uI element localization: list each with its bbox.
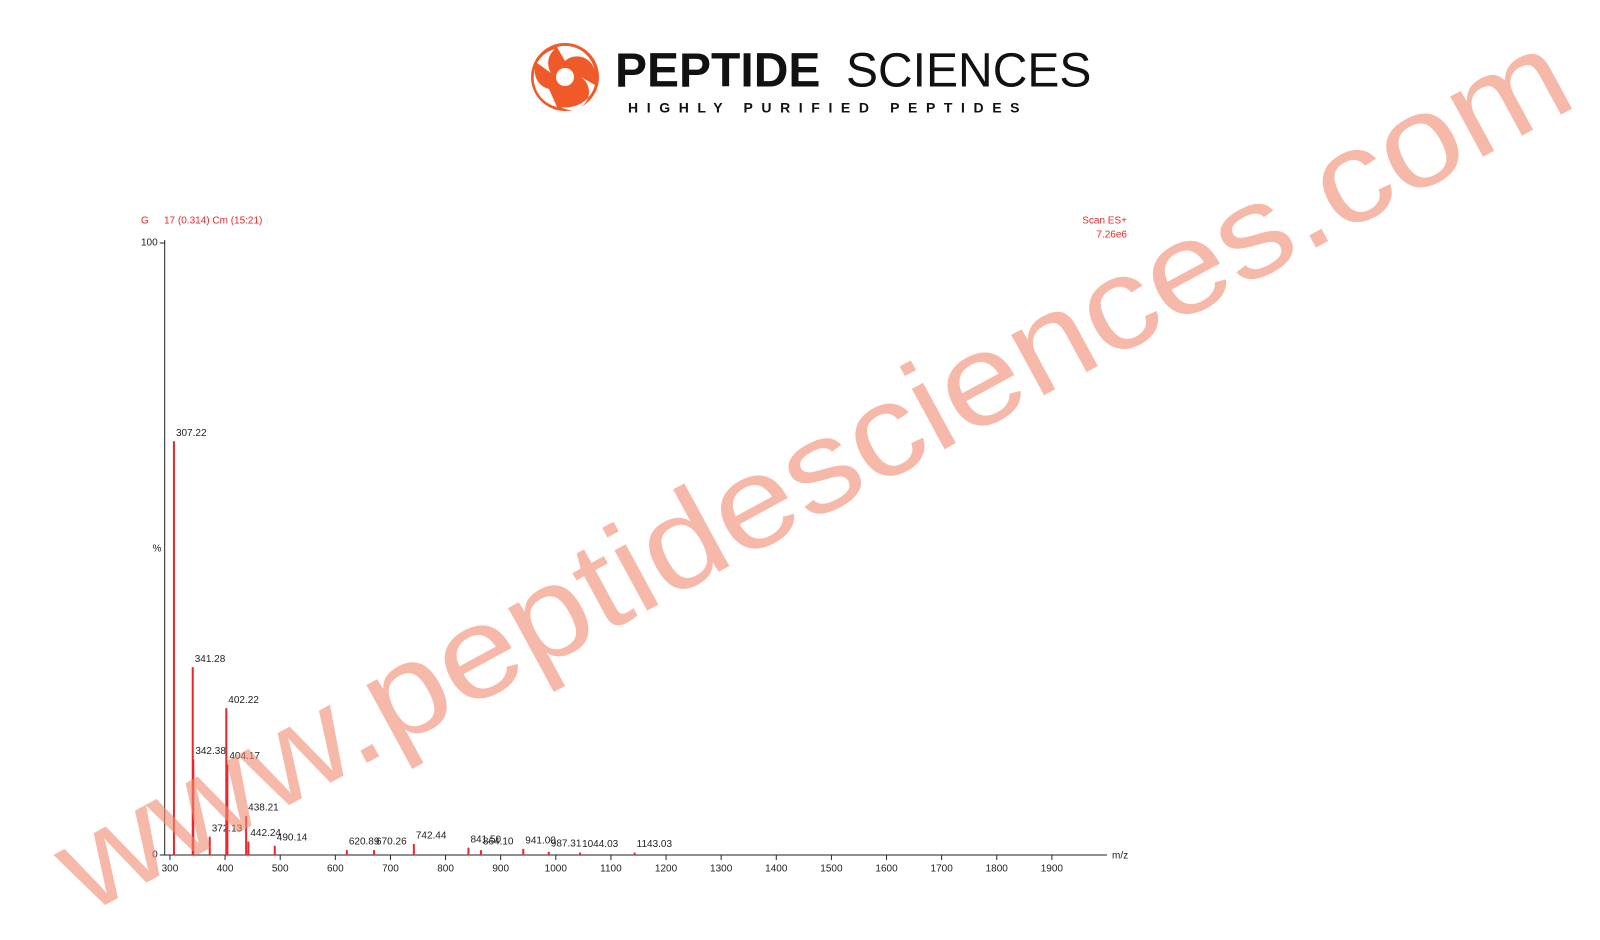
x-tick-label: 1100 xyxy=(600,864,622,875)
scan-label: Scan ES+ xyxy=(1082,216,1127,227)
x-tick-label: 1200 xyxy=(655,864,678,875)
logo-icon xyxy=(531,43,599,111)
x-tick-label: 1400 xyxy=(765,864,788,875)
peak-label: 742.44 xyxy=(416,831,447,842)
peak-label: 342.38 xyxy=(195,746,226,757)
x-tick-label: 400 xyxy=(217,864,234,875)
intensity-label: 7.26e6 xyxy=(1096,230,1127,241)
peak-label: 307.22 xyxy=(176,428,207,439)
x-tick-label: 700 xyxy=(382,864,399,875)
peak-label: 490.14 xyxy=(277,832,308,843)
brand-light: SCIENCES xyxy=(846,45,1091,98)
x-tick-label: 1700 xyxy=(931,864,954,875)
x-tick-label: 1600 xyxy=(875,864,898,875)
x-tick-label: 1900 xyxy=(1041,864,1064,875)
peak-label: 442.24 xyxy=(250,828,281,839)
y-tick-label: 100 xyxy=(141,238,158,249)
brand-bold: PEPTIDE xyxy=(615,45,820,98)
x-tick-label: 300 xyxy=(162,864,179,875)
x-tick-label: 1800 xyxy=(986,864,1009,875)
peak-label: 841.50 xyxy=(470,834,501,845)
peak-label: 402.22 xyxy=(228,695,259,706)
y-axis-label: % xyxy=(153,544,162,555)
x-tick-label: 1000 xyxy=(545,864,568,875)
peak-label: 941.00 xyxy=(525,836,556,847)
x-tick-label: 800 xyxy=(437,864,454,875)
watermark: www.peptidesciences.com xyxy=(29,0,1594,940)
peak-label: 341.28 xyxy=(195,654,226,665)
sample-label: G xyxy=(141,216,149,227)
peak-label: 404.17 xyxy=(229,751,260,762)
peak-label: 670.26 xyxy=(376,837,407,848)
peak-label: 438.21 xyxy=(248,802,279,813)
chart-title: 17 (0.314) Cm (15:21) xyxy=(164,216,262,227)
peak-label: 1044.03 xyxy=(582,839,619,850)
x-tick-label: 1300 xyxy=(710,864,733,875)
x-tick-label: 900 xyxy=(492,864,509,875)
logo: PEPTIDE SCIENCES HIGHLY PURIFIED PEPTIDE… xyxy=(531,43,1091,116)
spectrum: G 17 (0.314) Cm (15:21) Scan ES+ 7.26e6 … xyxy=(141,216,1128,875)
x-tick-label: 600 xyxy=(327,864,344,875)
peak-label: 620.89 xyxy=(349,837,380,848)
peak-label: 864.10 xyxy=(483,837,514,848)
peak-label: 1143.03 xyxy=(637,839,673,850)
x-axis-label: m/z xyxy=(1112,851,1128,862)
tagline: HIGHLY PURIFIED PEPTIDES xyxy=(628,100,1028,116)
peak-label: 987.31 xyxy=(551,839,582,850)
x-tick-label: 500 xyxy=(272,864,289,875)
y-tick-label: 0 xyxy=(152,850,158,861)
x-tick-label: 1500 xyxy=(820,864,843,875)
